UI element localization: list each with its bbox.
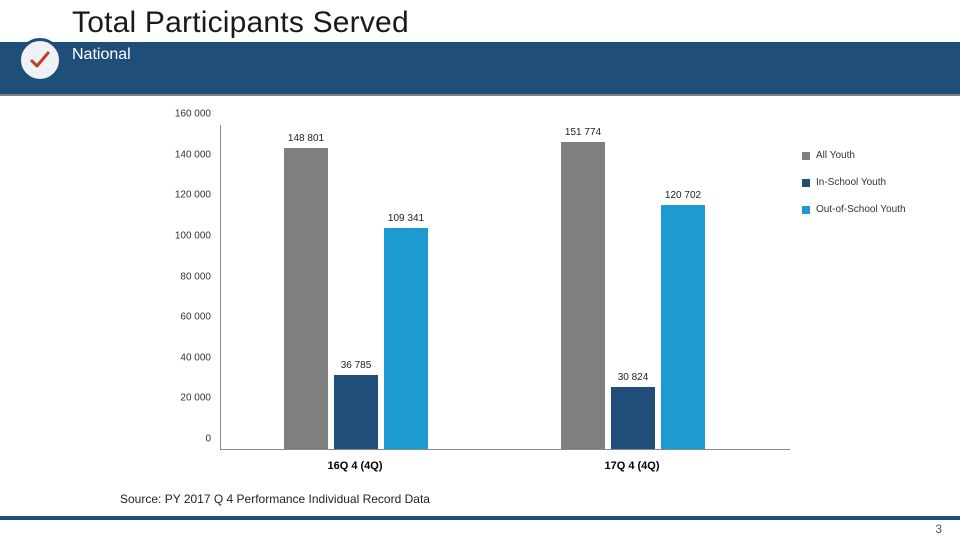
legend-item: All Youth: [802, 150, 906, 161]
legend-label: All Youth: [816, 150, 855, 161]
bar: [334, 375, 378, 449]
bar-value-label: 151 774: [543, 127, 623, 138]
bar-value-label: 109 341: [366, 213, 446, 224]
check-icon: [18, 38, 62, 82]
y-tick-label: 60 000: [180, 312, 211, 323]
bar: [384, 228, 428, 449]
footer-bar: 3: [0, 516, 960, 540]
chart: 0 20 000 40 000 60 000 80 000 100 000 120 000 1…: [170, 125, 790, 480]
x-tick-label: 16Q 4 (4Q): [327, 460, 382, 472]
bar-value-label: 120 702: [643, 190, 723, 201]
y-tick-label: 80 000: [180, 271, 211, 282]
page-title: Total Participants Served: [72, 6, 409, 40]
header-band: Total Participants Served National: [0, 0, 960, 100]
page-number: 3: [935, 522, 942, 536]
legend-item: Out-of-School Youth: [802, 204, 906, 215]
y-tick-label: 140 000: [175, 149, 211, 160]
bar: [661, 205, 705, 449]
y-tick-label: 0: [205, 434, 211, 445]
plot-area: 148 80136 785109 341151 77430 824120 702: [220, 125, 790, 450]
y-tick-label: 160 000: [175, 109, 211, 120]
legend-label: In-School Youth: [816, 177, 886, 188]
legend-item: In-School Youth: [802, 177, 906, 188]
y-tick-label: 20 000: [180, 393, 211, 404]
y-tick-label: 120 000: [175, 190, 211, 201]
bar: [284, 148, 328, 449]
title-block: Total Participants Served National: [72, 6, 409, 64]
page-subtitle: National: [72, 46, 409, 64]
y-tick-label: 100 000: [175, 230, 211, 241]
legend-swatch: [802, 206, 810, 214]
x-tick-label: 17Q 4 (4Q): [604, 460, 659, 472]
bar-value-label: 148 801: [266, 133, 346, 144]
y-axis: 0 20 000 40 000 60 000 80 000 100 000 120 000 1…: [170, 125, 215, 450]
legend-swatch: [802, 152, 810, 160]
y-tick-label: 40 000: [180, 352, 211, 363]
legend-swatch: [802, 179, 810, 187]
x-axis: 16Q 4 (4Q) 17Q 4 (4Q): [220, 454, 790, 480]
bar: [611, 387, 655, 449]
legend: All Youth In-School Youth Out-of-School Yo…: [802, 150, 906, 231]
source-note: Source: PY 2017 Q 4 Performance Individu…: [120, 492, 430, 506]
legend-label: Out-of-School Youth: [816, 204, 906, 215]
bar: [561, 142, 605, 449]
